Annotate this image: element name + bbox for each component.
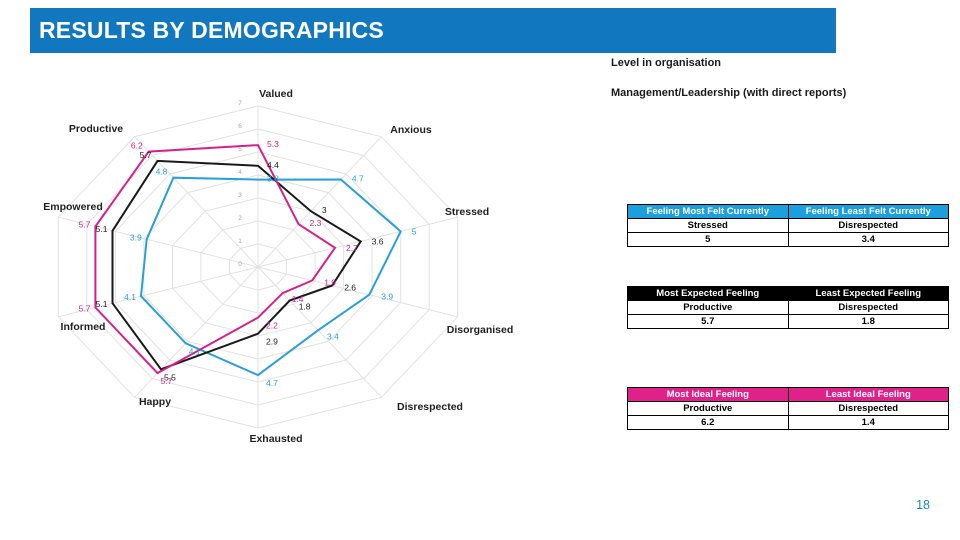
data-label-ideal-informed: 5.7 [79, 304, 91, 314]
radar-grid-spoke [257, 266, 458, 318]
radar-grid-spoke [58, 266, 259, 318]
data-label-currently-disorganised: 3.9 [381, 292, 393, 302]
data-label-ideal-disrespected: 1.4 [292, 294, 304, 304]
data-label-currently-valued: 3.8 [267, 174, 279, 184]
data-label-currently-happy: 4.1 [189, 346, 201, 356]
data-label-expected-informed: 5.1 [96, 299, 108, 309]
cell-most-ideal-feeling: Productive [627, 401, 789, 416]
radar-tick-label: 7 [238, 100, 242, 107]
data-label-currently-empowered: 3.9 [130, 232, 142, 242]
table-header-row: Most Ideal Feeling Least Ideal Feeling [627, 387, 949, 402]
data-label-currently-informed: 4.1 [124, 292, 136, 302]
radar-series-expected [111, 159, 363, 371]
table-row: 5.7 1.8 [627, 314, 949, 329]
header-most-felt-currently: Feeling Most Felt Currently [627, 204, 789, 219]
table-row: 5 3.4 [627, 232, 949, 247]
header-least-felt-currently: Feeling Least Felt Currently [787, 204, 949, 219]
radar-grid-spoke [257, 216, 458, 268]
cell-most-expected-feeling: Productive [627, 300, 789, 315]
table-header-row: Most Expected Feeling Least Expected Fee… [627, 286, 949, 301]
cell-most-expected-value: 5.7 [627, 314, 789, 329]
radar-tick-label: 2 [238, 215, 242, 222]
table-feelings-ideal: Most Ideal Feeling Least Ideal Feeling P… [627, 387, 949, 430]
axis-label-exhausted: Exhausted [249, 433, 303, 445]
axis-label-empowered: Empowered [43, 201, 103, 213]
data-label-currently-exhausted: 4.7 [266, 378, 278, 388]
table-header-row: Feeling Most Felt Currently Feeling Leas… [627, 204, 949, 219]
data-label-expected-empowered: 5.1 [96, 224, 108, 234]
radar-tick-label: 6 [238, 123, 242, 130]
axis-label-anxious: Anxious [390, 124, 432, 136]
table-feelings-expected: Most Expected Feeling Least Expected Fee… [627, 286, 949, 329]
data-label-expected-disrespected: 1.8 [299, 302, 311, 312]
cell-least-expected-value: 1.8 [787, 314, 949, 329]
data-label-ideal-empowered: 5.7 [79, 220, 91, 230]
radar-grid-spoke [134, 266, 259, 398]
data-label-ideal-disorganised: 1.9 [324, 278, 336, 288]
cell-least-expected-feeling: Disrespected [787, 300, 949, 315]
table-row: Stressed Disrespected [627, 218, 949, 233]
axis-label-valued: Valued [259, 88, 293, 100]
cell-least-ideal-feeling: Disrespected [787, 401, 949, 416]
radar-series-ideal [94, 144, 337, 375]
demographic-category-label: Level in organisation [611, 57, 722, 69]
axis-label-disrespected: Disrespected [397, 401, 463, 413]
radar-series-currently [139, 176, 402, 377]
page-number: 18 [916, 498, 930, 512]
data-label-currently-stressed: 5 [412, 227, 417, 237]
data-label-ideal-exhausted: 2.2 [266, 321, 278, 331]
radar-tick-label: 1 [238, 238, 242, 245]
header-most-expected: Most Expected Feeling [627, 286, 789, 301]
cell-least-felt-feeling: Disrespected [787, 218, 949, 233]
data-label-currently-productive: 4.8 [156, 167, 168, 177]
title-bar: RESULTS BY DEMOGRAPHICS [30, 8, 836, 53]
radar-grid-spoke [257, 136, 382, 268]
cell-most-felt-value: 5 [627, 232, 789, 247]
data-label-ideal-productive: 6.2 [131, 141, 143, 151]
radar-tick-label: 3 [238, 192, 242, 199]
axis-label-informed: Informed [60, 321, 106, 333]
page-title: RESULTS BY DEMOGRAPHICS [39, 17, 384, 43]
cell-most-ideal-value: 6.2 [627, 415, 789, 430]
cell-most-felt-feeling: Stressed [627, 218, 789, 233]
data-label-ideal-stressed: 2.7 [346, 243, 358, 253]
cell-least-felt-value: 3.4 [787, 232, 949, 247]
header-least-expected: Least Expected Feeling [787, 286, 949, 301]
table-row: Productive Disrespected [627, 300, 949, 315]
table-row: 6.2 1.4 [627, 415, 949, 430]
data-label-currently-anxious: 4.7 [352, 174, 364, 184]
data-label-expected-stressed: 3.6 [372, 236, 384, 246]
radar-grid-spoke [257, 266, 382, 398]
data-label-expected-valued: 4.4 [267, 160, 279, 170]
header-most-ideal: Most Ideal Feeling [627, 387, 789, 402]
table-row: Productive Disrespected [627, 401, 949, 416]
axis-label-productive: Productive [68, 123, 124, 135]
table-feelings-currently: Feeling Most Felt Currently Feeling Leas… [627, 204, 949, 247]
data-label-expected-productive: 5.7 [140, 150, 152, 160]
data-label-expected-happy: 5.5 [164, 372, 176, 382]
axis-label-disorganised: Disorganised [446, 324, 514, 336]
radar-tick-label: 4 [238, 169, 242, 176]
data-label-ideal-happy: 5.7 [161, 376, 173, 386]
data-label-expected-disorganised: 2.6 [344, 283, 356, 293]
data-label-expected-exhausted: 2.9 [266, 337, 278, 347]
radar-tick-label: 0 [238, 261, 242, 268]
radar-grid-spoke [58, 216, 259, 268]
header-least-ideal: Least Ideal Feeling [787, 387, 949, 402]
radar-grid-spoke [134, 136, 259, 268]
demographic-value-label: Management/Leadership (with direct repor… [611, 87, 847, 99]
axis-label-stressed: Stressed [444, 206, 490, 218]
axis-label-happy: Happy [138, 396, 172, 408]
radar-tick-label: 5 [238, 146, 242, 153]
data-label-ideal-anxious: 2.3 [310, 218, 322, 228]
cell-least-ideal-value: 1.4 [787, 415, 949, 430]
data-label-currently-disrespected: 3.4 [327, 331, 339, 341]
data-label-ideal-valued: 5.3 [267, 139, 279, 149]
data-label-expected-anxious: 3 [322, 205, 327, 215]
